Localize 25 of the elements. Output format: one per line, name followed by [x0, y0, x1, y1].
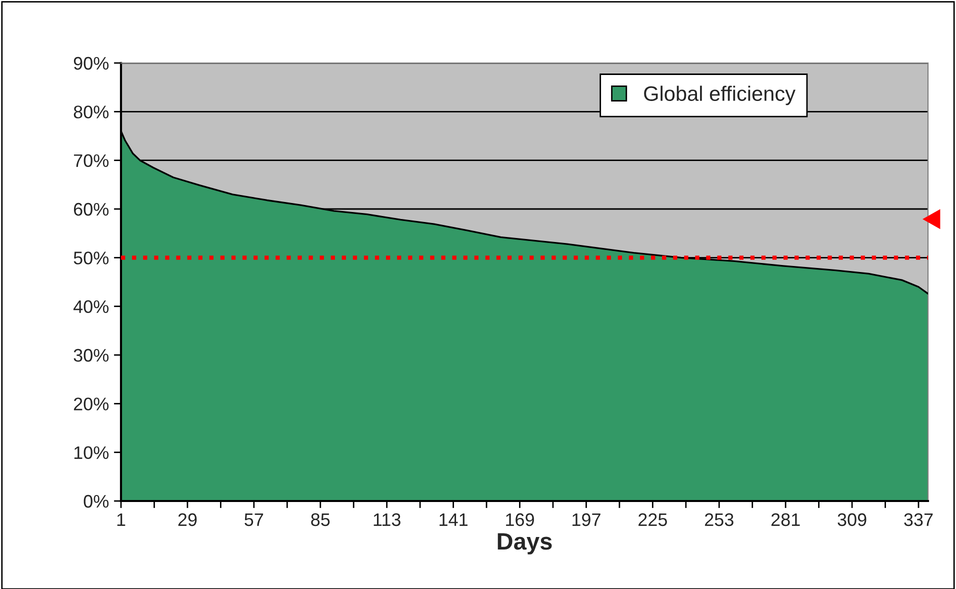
y-tick-label: 30% [74, 348, 109, 362]
y-tick-label: 70% [74, 154, 109, 168]
x-tick-label: 337 [904, 513, 933, 526]
y-tick-label: 90% [74, 56, 109, 70]
legend-label: Global efficiency [644, 86, 796, 106]
x-tick-label: 197 [572, 513, 600, 526]
y-tick-label: 20% [74, 398, 109, 410]
x-tick-label: 281 [771, 513, 800, 526]
x-tick-label: 57 [244, 513, 264, 526]
x-tick-label: 29 [178, 513, 197, 526]
y-tick-label: 50% [74, 252, 109, 264]
x-axis-title: Days [498, 533, 552, 554]
x-tick-label: 113 [374, 513, 400, 526]
x-tick-label: 253 [704, 513, 734, 526]
y-tick-label: 60% [74, 202, 109, 216]
x-tick-label: 309 [838, 513, 866, 526]
x-tick-label: 1 [117, 513, 126, 526]
x-tick-label: 141 [440, 513, 468, 526]
y-tick-label: 10% [74, 446, 109, 460]
x-tick-label: 225 [638, 513, 667, 526]
y-tick-label: 40% [73, 300, 109, 314]
y-tick-label: 80% [74, 106, 109, 118]
x-tick-label: 85 [311, 513, 330, 526]
y-tick-label: 0% [84, 494, 109, 508]
x-tick-label: 169 [506, 513, 534, 526]
